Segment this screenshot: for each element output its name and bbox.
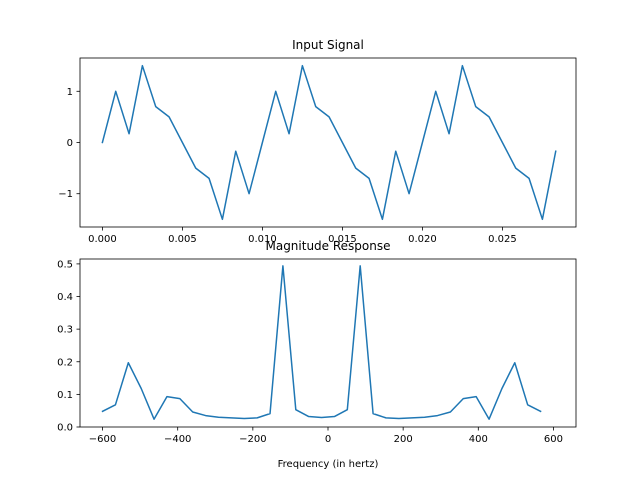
magnitude-response-x-tick-label: 400 <box>469 434 488 445</box>
input-signal-y-tick-label: 1 <box>67 87 73 98</box>
magnitude-response-y-tick-label: 0.2 <box>57 357 73 368</box>
magnitude-response-x-tick-label: −600 <box>89 434 116 445</box>
input-signal-x-tick-label: 0.025 <box>488 234 517 245</box>
input-signal-y-tick-label: −1 <box>58 189 73 200</box>
magnitude-response-series-line <box>101 265 542 420</box>
magnitude-response-x-tick-label: −400 <box>164 434 191 445</box>
input-signal-x-ticks: 0.000 0.005 0.010 0.015 0.020 0.025 <box>88 227 517 245</box>
magnitude-response-series-group <box>101 265 542 420</box>
input-signal-title: Input Signal <box>292 38 364 52</box>
input-signal-y-tick-label: 0 <box>67 138 73 149</box>
input-signal-x-tick-label: 0.010 <box>248 234 277 245</box>
magnitude-response-plot-frame <box>79 258 577 428</box>
magnitude-response-y-tick-label: 0.5 <box>57 259 73 270</box>
magnitude-response-y-tick-label: 0.1 <box>57 390 73 401</box>
input-signal-x-tick-label: 0.000 <box>88 234 117 245</box>
input-signal-x-tick-label: 0.020 <box>408 234 437 245</box>
input-signal-subplot: Input Signal 0.000 0.005 0.010 0.015 0.020 0.… <box>58 38 577 245</box>
input-signal-y-ticks: −1 0 1 <box>58 87 80 200</box>
input-signal-x-tick-label: 0.005 <box>168 234 197 245</box>
frequency-axis-label: Frequency (in hertz) <box>278 459 379 470</box>
magnitude-response-y-tick-label: 0.4 <box>57 292 73 303</box>
magnitude-response-x-ticks: −600 −400 −200 0 200 400 600 <box>89 427 563 445</box>
input-signal-series-group <box>101 64 557 221</box>
magnitude-response-title: Magnitude Response <box>265 239 390 253</box>
input-signal-series-line <box>101 64 557 221</box>
magnitude-response-x-tick-label: −200 <box>239 434 266 445</box>
magnitude-response-x-tick-label: 200 <box>394 434 413 445</box>
magnitude-response-y-tick-label: 0.3 <box>57 325 73 336</box>
input-signal-x-tick-label: 0.015 <box>328 234 357 245</box>
magnitude-response-y-tick-label: 0.0 <box>57 423 73 434</box>
magnitude-response-x-tick-label: 600 <box>544 434 563 445</box>
magnitude-response-subplot: −600 −400 −200 0 200 400 600 0.00.10.20.30.40.… <box>57 239 577 470</box>
magnitude-response-x-tick-label: 0 <box>325 434 331 445</box>
magnitude-response-y-ticks: 0.0 0.1 0.2 0.3 0.4 0.5 <box>57 259 80 434</box>
